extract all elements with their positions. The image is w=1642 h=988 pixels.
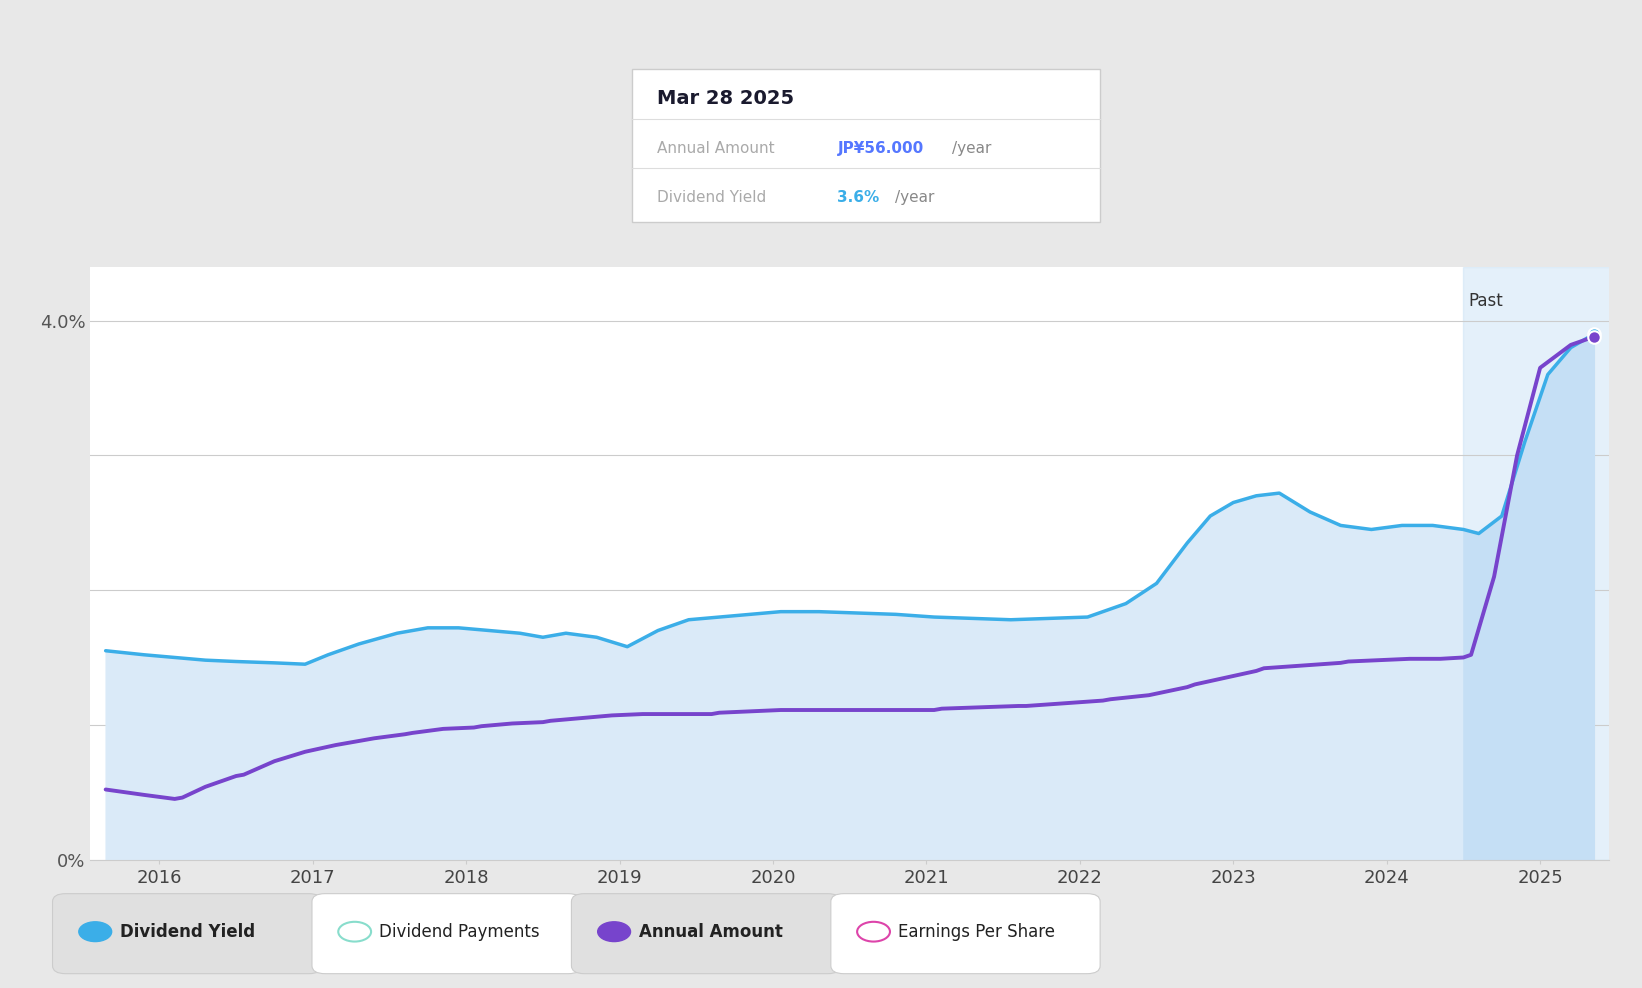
Text: Mar 28 2025: Mar 28 2025: [657, 89, 795, 109]
Text: Earnings Per Share: Earnings Per Share: [898, 923, 1056, 941]
Text: Annual Amount: Annual Amount: [639, 923, 783, 941]
Text: /year: /year: [952, 140, 992, 156]
Text: Dividend Yield: Dividend Yield: [657, 190, 767, 206]
Text: /year: /year: [895, 190, 934, 206]
Text: Annual Amount: Annual Amount: [657, 140, 775, 156]
Text: JP¥56.000: JP¥56.000: [837, 140, 924, 156]
Text: 3.6%: 3.6%: [837, 190, 880, 206]
Text: Dividend Yield: Dividend Yield: [120, 923, 255, 941]
Text: Dividend Payments: Dividend Payments: [379, 923, 540, 941]
Text: Past: Past: [1468, 291, 1502, 310]
Bar: [1463, 267, 1617, 860]
